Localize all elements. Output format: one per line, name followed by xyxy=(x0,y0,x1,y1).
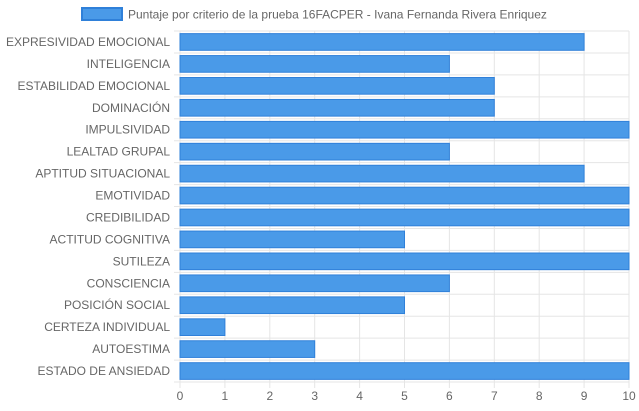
category-label: CREDIBILIDAD xyxy=(86,210,170,224)
category-label: ESTABILIDAD EMOCIONAL xyxy=(18,79,171,93)
bar[interactable] xyxy=(179,33,585,51)
bar[interactable] xyxy=(179,340,316,358)
bar[interactable] xyxy=(179,77,495,95)
x-tick-label: 5 xyxy=(401,389,408,403)
category-label: DOMINACIÓN xyxy=(92,100,170,115)
chart-legend[interactable]: Puntaje por criterio de la prueba 16FACP… xyxy=(81,7,547,22)
x-tick-label: 7 xyxy=(491,389,498,403)
category-labels: EXPRESIVIDAD EMOCIONAL INTELIGENCIA ESTABI… xyxy=(6,35,170,378)
bar[interactable] xyxy=(179,362,630,380)
bar[interactable] xyxy=(179,296,405,315)
x-tick-label: 0 xyxy=(177,389,184,403)
x-tick-label: 6 xyxy=(446,389,453,403)
bar[interactable] xyxy=(179,164,585,183)
category-label: CONSCIENCIA xyxy=(87,276,170,290)
bar[interactable] xyxy=(179,274,450,293)
category-label: ESTADO DE ANSIEDAD xyxy=(38,364,171,378)
category-label: INTELIGENCIA xyxy=(87,57,170,71)
bar[interactable] xyxy=(179,186,630,205)
legend-label: Puntaje por criterio de la prueba 16FACP… xyxy=(128,8,547,22)
category-label: SUTILEZA xyxy=(113,254,170,268)
category-label: POSICIÓN SOCIAL xyxy=(64,297,170,312)
x-tick-label: 3 xyxy=(311,389,318,403)
bar[interactable] xyxy=(179,98,495,117)
bar[interactable] xyxy=(179,230,405,249)
category-label: EMOTIVIDAD xyxy=(95,189,170,203)
x-tick-label: 10 xyxy=(622,389,636,403)
x-axis-ticks: 0 1 2 3 4 5 6 7 8 9 10 xyxy=(177,389,636,403)
bar[interactable] xyxy=(179,55,450,73)
category-label: AUTOESTIMA xyxy=(92,342,170,356)
x-tick-label: 4 xyxy=(356,389,363,403)
category-label: ACTITUD COGNITIVA xyxy=(50,232,170,246)
category-label: CERTEZA INDIVIDUAL xyxy=(44,320,170,334)
category-label: APTITUD SITUACIONAL xyxy=(35,167,170,181)
x-tick-label: 9 xyxy=(581,389,588,403)
bar[interactable] xyxy=(179,318,226,336)
bar[interactable] xyxy=(179,142,450,161)
bar[interactable] xyxy=(179,208,630,227)
category-label: LEALTAD GRUPAL xyxy=(67,145,171,159)
category-label: IMPULSIVIDAD xyxy=(85,123,170,137)
legend-swatch xyxy=(81,7,123,21)
chart-bars xyxy=(179,33,630,380)
bar[interactable] xyxy=(179,120,630,139)
x-tick-label: 2 xyxy=(266,389,273,403)
bar[interactable] xyxy=(179,252,630,271)
x-tick-label: 8 xyxy=(536,389,543,403)
x-tick-label: 1 xyxy=(222,389,229,403)
category-label: EXPRESIVIDAD EMOCIONAL xyxy=(6,35,170,49)
